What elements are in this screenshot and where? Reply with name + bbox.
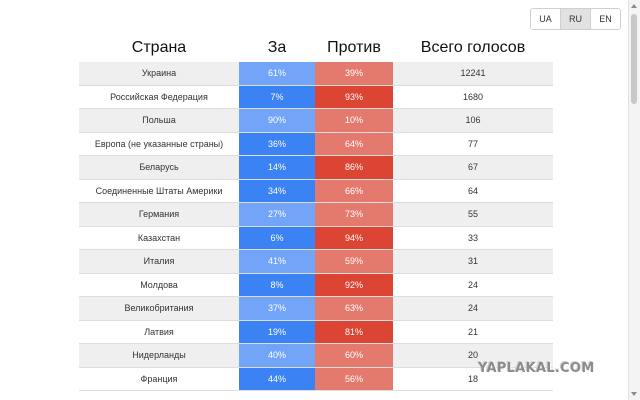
- cell-country: Великобритания: [79, 297, 239, 320]
- cell-against: 86%: [315, 156, 393, 179]
- cell-against: 81%: [315, 320, 393, 343]
- votes-table: Украина 61% 39% 12241 Российская Федерация 7%…: [79, 62, 553, 391]
- cell-total-votes: 1680: [393, 85, 553, 108]
- scroll-up-arrow-icon[interactable]: [631, 4, 637, 8]
- cell-against: 60%: [315, 344, 393, 367]
- cell-country: Соединенные Штаты Америки: [79, 179, 239, 202]
- cell-total-votes: 21: [393, 320, 553, 343]
- cell-for: 41%: [239, 250, 315, 273]
- cell-total-votes: 64: [393, 179, 553, 202]
- lang-ua-button[interactable]: UA: [531, 9, 560, 29]
- cell-for: 36%: [239, 132, 315, 155]
- cell-total-votes: 18: [393, 367, 553, 390]
- cell-total-votes: 77: [393, 132, 553, 155]
- table-row: Польша 90% 10% 106: [79, 109, 553, 133]
- cell-against: 73%: [315, 203, 393, 226]
- header-country: Страна: [131, 39, 187, 56]
- table-row: Европа (не указанные страны) 36% 64% 77: [79, 132, 553, 156]
- cell-country: Германия: [79, 203, 239, 226]
- table-row: Казахстан 6% 94% 33: [79, 226, 553, 250]
- table-row: Великобритания 37% 63% 24: [79, 297, 553, 321]
- lang-ru-button[interactable]: RU: [560, 9, 590, 29]
- cell-country: Украина: [79, 62, 239, 85]
- header-for: За: [267, 39, 287, 56]
- cell-total-votes: 24: [393, 273, 553, 296]
- cell-for: 40%: [239, 344, 315, 367]
- cell-country: Латвия: [79, 320, 239, 343]
- cell-against: 10%: [315, 109, 393, 132]
- cell-against: 56%: [315, 367, 393, 390]
- header-against: Против: [327, 39, 381, 56]
- table-row: Молдова 8% 92% 24: [79, 273, 553, 297]
- cell-country: Италия: [79, 250, 239, 273]
- cell-country: Нидерланды: [79, 344, 239, 367]
- site-watermark: YAPLAKAL.COM: [478, 361, 595, 376]
- cell-total-votes: 31: [393, 250, 553, 273]
- cell-total-votes: 33: [393, 226, 553, 249]
- cell-against: 94%: [315, 226, 393, 249]
- cell-country: Европа (не указанные страны): [79, 132, 239, 155]
- cell-total-votes: 24: [393, 297, 553, 320]
- vertical-scrollbar[interactable]: [628, 0, 640, 400]
- cell-country: Польша: [79, 109, 239, 132]
- cell-for: 61%: [239, 62, 315, 85]
- cell-country: Беларусь: [79, 156, 239, 179]
- cell-total-votes: 55: [393, 203, 553, 226]
- cell-total-votes: 106: [393, 109, 553, 132]
- cell-country: Молдова: [79, 273, 239, 296]
- cell-against: 64%: [315, 132, 393, 155]
- scroll-thumb[interactable]: [631, 14, 637, 104]
- language-switcher: UA RU EN: [530, 8, 621, 30]
- table-row: Украина 61% 39% 12241: [79, 62, 553, 86]
- header-total-votes: Всего голосов: [420, 39, 526, 56]
- cell-for: 7%: [239, 85, 315, 108]
- cell-for: 27%: [239, 203, 315, 226]
- scroll-down-arrow-icon[interactable]: [631, 392, 637, 396]
- cell-against: 39%: [315, 62, 393, 85]
- table-row: Соединенные Штаты Америки 34% 66% 64: [79, 179, 553, 203]
- cell-for: 6%: [239, 226, 315, 249]
- cell-for: 14%: [239, 156, 315, 179]
- lang-en-button[interactable]: EN: [590, 9, 620, 29]
- cell-for: 37%: [239, 297, 315, 320]
- cell-against: 66%: [315, 179, 393, 202]
- table-row: Италия 41% 59% 31: [79, 250, 553, 274]
- table-row: Нидерланды 40% 60% 20: [79, 344, 553, 368]
- cell-for: 90%: [239, 109, 315, 132]
- table-row: Франция 44% 56% 18: [79, 367, 553, 391]
- cell-for: 44%: [239, 367, 315, 390]
- cell-country: Франция: [79, 367, 239, 390]
- table-row: Латвия 19% 81% 21: [79, 320, 553, 344]
- cell-total-votes: 20: [393, 344, 553, 367]
- cell-for: 19%: [239, 320, 315, 343]
- cell-total-votes: 67: [393, 156, 553, 179]
- cell-country: Российская Федерация: [79, 85, 239, 108]
- table-row: Российская Федерация 7% 93% 1680: [79, 85, 553, 109]
- cell-for: 8%: [239, 273, 315, 296]
- cell-total-votes: 12241: [393, 62, 553, 85]
- cell-against: 93%: [315, 85, 393, 108]
- cell-for: 34%: [239, 179, 315, 202]
- cell-against: 59%: [315, 250, 393, 273]
- table-row: Беларусь 14% 86% 67: [79, 156, 553, 180]
- cell-country: Казахстан: [79, 226, 239, 249]
- table-header: Страна За Против Всего голосов: [79, 36, 553, 60]
- cell-against: 92%: [315, 273, 393, 296]
- table-row: Германия 27% 73% 55: [79, 203, 553, 227]
- cell-against: 63%: [315, 297, 393, 320]
